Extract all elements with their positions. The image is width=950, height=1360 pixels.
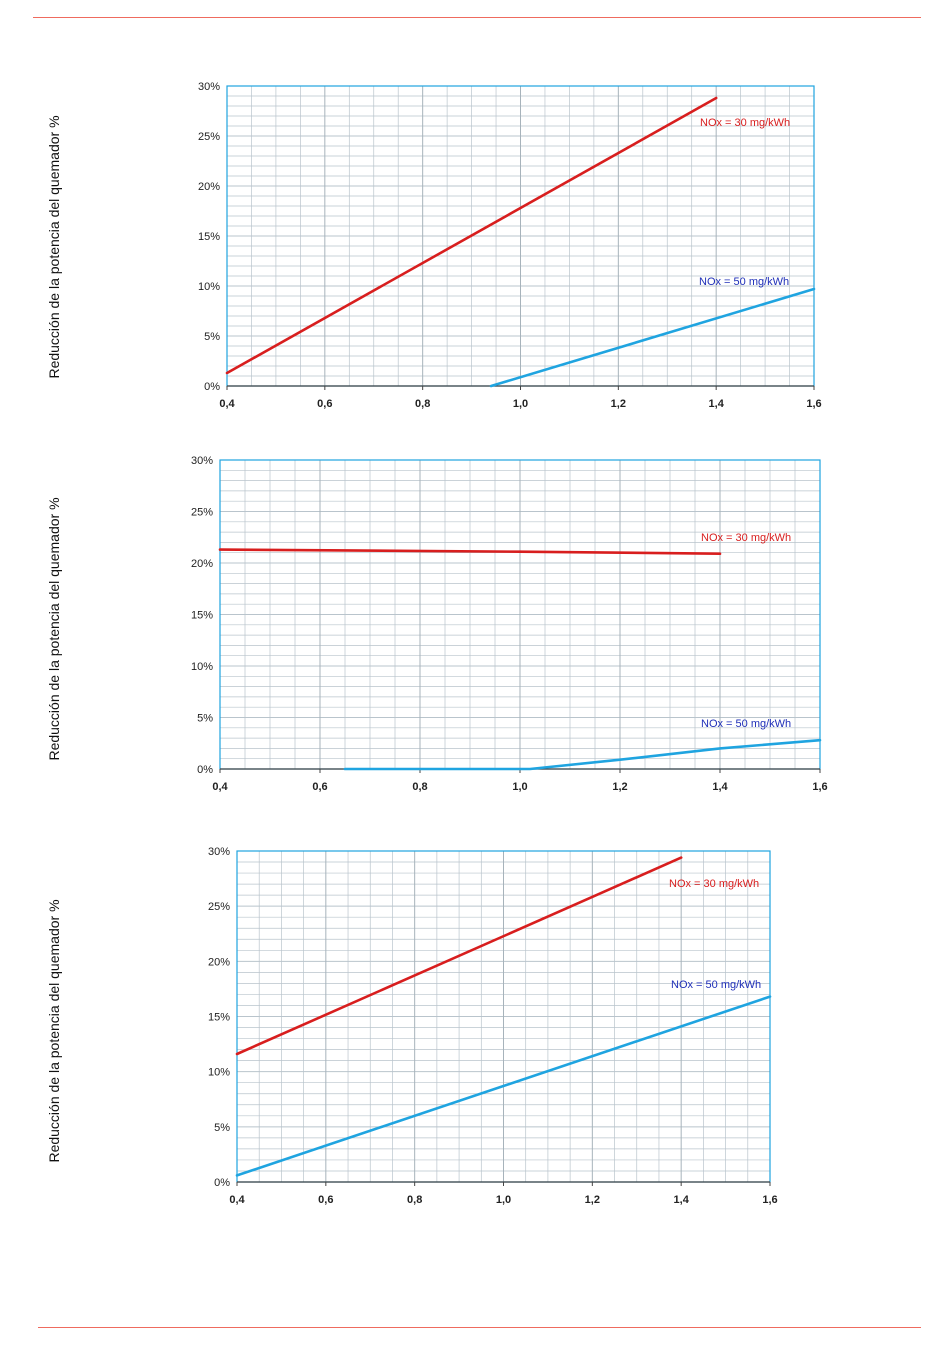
series-line-nox30 [225,96,718,375]
y-tick-label: 20% [191,558,213,570]
top-page-rule [33,17,921,18]
series-label-nox30: NOx = 30 mg/kWh [669,878,759,890]
series-line-nox30 [235,856,683,1056]
x-tick-label: 0,8 [412,781,427,793]
y-tick-label: 30% [198,81,220,93]
x-tick-label: 1,4 [674,1194,690,1206]
chart-3: 0% 5% 10% 15% 20% 25% 30% 0,4 0,6 0,8 1,0 1,2 1,4 1,6… [208,846,778,1206]
y-tick-label: 0% [214,1177,230,1189]
y-tick-label: 0% [197,764,213,776]
x-tick-label: 1,4 [712,781,728,793]
y-tick-label: 20% [198,181,220,193]
y-tick-label: 25% [191,507,213,519]
x-tick-label: 0,6 [312,781,327,793]
bottom-page-rule [38,1327,921,1328]
x-tick-label: 1,0 [513,398,528,410]
chart-1: 0% 5% 10% 15% 20% 25% 30% 0,4 0,6 0,8 1,0 1,2 1,4 1,6… [198,81,822,410]
x-tick-label: 1,6 [812,781,827,793]
y-tick-label: 10% [191,661,213,673]
series-line-nox50 [489,287,816,388]
series-label-nox30: NOx = 30 mg/kWh [701,532,791,544]
grid [220,460,820,769]
series-line-nox50 [343,738,822,771]
x-tick-label: 0,8 [407,1194,422,1206]
y-tick-label: 10% [198,281,220,293]
series-label-nox50: NOx = 50 mg/kWh [699,276,789,288]
x-tick-label: 1,6 [762,1194,777,1206]
series-label-nox50: NOx = 50 mg/kWh [701,718,791,730]
x-tick-label: 1,2 [585,1194,600,1206]
y-tick-label: 20% [208,956,230,968]
x-tick-label: 0,8 [415,398,430,410]
x-tick-label: 1,6 [806,398,821,410]
x-tick-label: 0,4 [219,398,235,410]
y-tick-label: 15% [198,231,220,243]
y-tick-label: 30% [191,455,213,467]
x-tick-label: 1,0 [496,1194,511,1206]
series-line-nox50 [235,995,772,1177]
series-label-nox30: NOx = 30 mg/kWh [700,117,790,129]
series-label-nox50: NOx = 50 mg/kWh [671,979,761,991]
x-tick-label: 1,4 [709,398,725,410]
y-tick-label: 5% [197,713,213,725]
x-tick-label: 0,4 [229,1194,245,1206]
x-tick-label: 1,0 [512,781,527,793]
series-line-nox30 [218,548,722,556]
grid [227,86,814,386]
y-tick-label: 0% [204,381,220,393]
y-tick-label: 15% [208,1012,230,1024]
x-tick-label: 1,2 [612,781,627,793]
x-tick-label: 0,6 [318,1194,333,1206]
y-tick-label: 30% [208,846,230,858]
y-tick-label: 10% [208,1067,230,1079]
y-tick-label: 5% [204,331,220,343]
y-tick-label: 25% [198,131,220,143]
chart-2: 0% 5% 10% 15% 20% 25% 30% 0,4 0,6 0,8 1,0 1,2 1,4 1,6… [191,455,828,793]
y-tick-label: 15% [191,610,213,622]
y-tick-label: 25% [208,901,230,913]
x-tick-label: 0,6 [317,398,332,410]
x-tick-label: 1,2 [611,398,626,410]
x-tick-label: 0,4 [212,781,228,793]
grid [237,851,770,1182]
y-tick-label: 5% [214,1122,230,1134]
